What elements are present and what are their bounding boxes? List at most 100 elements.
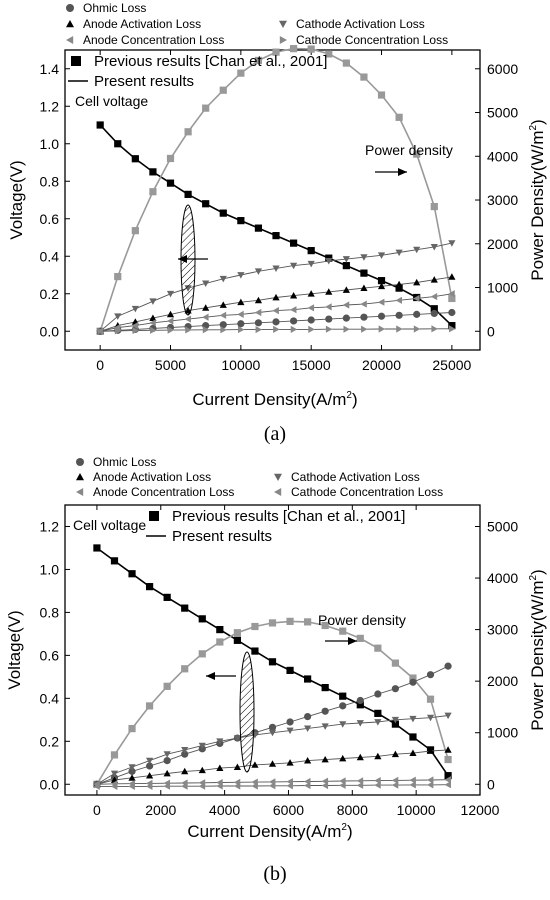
hatched-ellipse bbox=[239, 651, 255, 773]
point-ohmic bbox=[339, 702, 347, 710]
legend-label-anode_conc: Anode Concentration Loss bbox=[83, 33, 224, 47]
point-ohmic bbox=[307, 316, 315, 324]
point-anode_act bbox=[233, 763, 241, 770]
point-power_density bbox=[391, 659, 400, 667]
arrow-left bbox=[206, 672, 236, 680]
point-cell_voltage bbox=[374, 709, 382, 717]
point-ohmic bbox=[395, 311, 403, 319]
y-right-tick-label: 1000 bbox=[487, 725, 518, 741]
legend-marker-cathode_conc bbox=[274, 488, 282, 496]
point-cell_voltage bbox=[128, 570, 136, 578]
point-cathode_conc bbox=[150, 326, 157, 334]
y-left-axis-title: Voltage(V) bbox=[7, 160, 26, 239]
point-power_density bbox=[198, 650, 206, 658]
point-cathode_act bbox=[110, 770, 119, 778]
point-cell_voltage bbox=[93, 544, 101, 552]
point-cathode_conc bbox=[110, 782, 118, 791]
point-power_density bbox=[237, 69, 245, 77]
point-cathode_act bbox=[339, 721, 347, 728]
point-ohmic bbox=[325, 315, 333, 323]
point-cathode_conc bbox=[290, 325, 298, 333]
point-cathode_conc bbox=[181, 782, 188, 790]
point-cell_voltage bbox=[391, 720, 400, 728]
point-power_density bbox=[430, 202, 438, 211]
point-cathode_act bbox=[272, 265, 280, 273]
point-cathode_conc bbox=[448, 325, 456, 333]
point-cathode_act bbox=[131, 305, 139, 313]
label-cell-voltage: Cell voltage bbox=[75, 93, 148, 109]
point-ohmic bbox=[219, 321, 227, 329]
point-cell_voltage bbox=[131, 155, 139, 163]
y-left-tick-label: 0.8 bbox=[40, 604, 60, 620]
x-tick-label: 10000 bbox=[397, 802, 436, 818]
point-cathode_act bbox=[145, 757, 154, 765]
panel-caption: (b) bbox=[263, 863, 286, 885]
point-cell_voltage bbox=[149, 168, 157, 176]
point-cathode_conc bbox=[93, 782, 100, 791]
point-anode_conc bbox=[413, 294, 420, 303]
point-cathode_conc bbox=[163, 782, 171, 790]
point-cathode_act bbox=[233, 735, 241, 742]
point-power_density bbox=[128, 724, 136, 733]
y-left-tick-label: 0.8 bbox=[40, 173, 60, 189]
point-power_density bbox=[304, 618, 312, 626]
legend-marker-ohmic bbox=[76, 458, 84, 466]
point-anode_act bbox=[286, 759, 294, 766]
point-cathode_act bbox=[374, 719, 382, 726]
y-right-tick-label: 6000 bbox=[487, 61, 518, 77]
point-ohmic bbox=[356, 696, 364, 705]
point-cathode_act bbox=[202, 280, 210, 288]
point-power_density bbox=[166, 154, 175, 163]
point-power_density bbox=[321, 621, 329, 630]
legend-marker-cathode_conc bbox=[279, 36, 287, 44]
legend-marker-previous bbox=[149, 511, 159, 521]
y-left-tick-label: 0.6 bbox=[40, 211, 60, 227]
point-cell_voltage bbox=[166, 179, 175, 187]
point-power_density bbox=[342, 59, 350, 67]
point-ohmic bbox=[413, 310, 421, 318]
point-anode_act bbox=[377, 282, 386, 290]
y-right-tick-label: 5000 bbox=[487, 518, 518, 534]
point-cathode_conc bbox=[114, 327, 122, 335]
point-anode_conc bbox=[395, 296, 402, 304]
point-ohmic bbox=[181, 750, 189, 758]
point-power_density bbox=[409, 674, 417, 682]
point-anode_act bbox=[307, 290, 315, 297]
point-cathode_conc bbox=[343, 325, 350, 333]
point-anode_conc bbox=[131, 322, 139, 330]
point-cathode_act bbox=[290, 262, 298, 270]
point-anode_conc bbox=[202, 313, 209, 321]
point-power_density bbox=[114, 272, 122, 281]
point-anode_act bbox=[448, 273, 456, 280]
point-anode_act bbox=[413, 278, 421, 286]
point-anode_conc bbox=[237, 310, 244, 318]
point-anode_act bbox=[409, 749, 417, 756]
point-power_density bbox=[216, 638, 224, 646]
point-cathode_conc bbox=[325, 325, 333, 333]
point-anode_act bbox=[426, 747, 435, 754]
x-tick-label: 25000 bbox=[432, 357, 471, 373]
legend-marker-anode_conc bbox=[76, 488, 84, 496]
y-right-tick-label: 3000 bbox=[487, 622, 518, 638]
x-tick-label: 6000 bbox=[273, 802, 304, 818]
point-power_density bbox=[444, 755, 452, 764]
point-cathode_conc bbox=[273, 325, 280, 333]
point-power_density bbox=[377, 91, 386, 99]
point-cell_voltage bbox=[202, 200, 210, 208]
point-cathode_act bbox=[254, 268, 263, 275]
point-anode_act bbox=[444, 746, 452, 753]
point-power_density bbox=[268, 619, 277, 627]
point-cell_voltage bbox=[272, 232, 280, 240]
point-cathode_act bbox=[391, 716, 400, 724]
legend-marker-cathode_act bbox=[274, 473, 282, 481]
point-cathode_conc bbox=[132, 326, 139, 335]
legend-label-cathode_act: Cathode Activation Loss bbox=[296, 17, 425, 31]
point-power_density bbox=[110, 751, 119, 759]
y-right-tick-label: 4000 bbox=[487, 148, 518, 164]
point-cathode_act bbox=[219, 275, 227, 283]
point-ohmic bbox=[391, 685, 400, 693]
y-left-tick-label: 0.6 bbox=[40, 647, 60, 663]
point-cathode_conc bbox=[374, 781, 381, 789]
y-left-tick-label: 1.0 bbox=[40, 136, 60, 152]
point-cathode_conc bbox=[444, 781, 451, 789]
